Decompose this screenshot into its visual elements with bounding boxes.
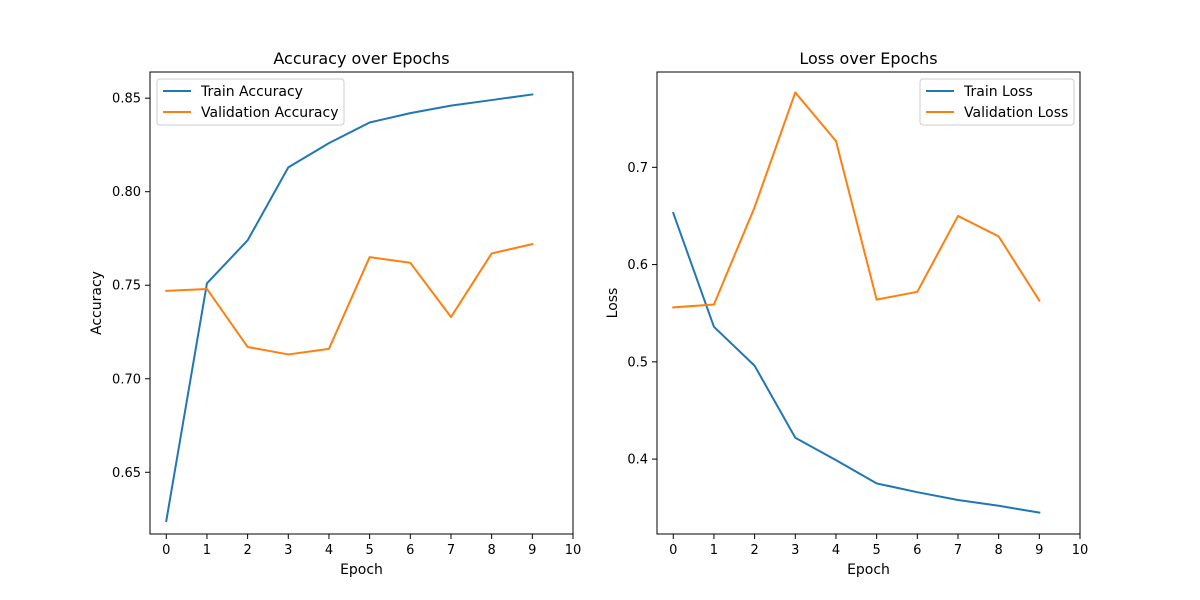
chart-title: Loss over Epochs (799, 49, 937, 68)
x-tick-label: 10 (565, 543, 582, 558)
x-tick-label: 7 (954, 543, 962, 558)
x-tick-label: 10 (1072, 543, 1089, 558)
series-line-0 (671, 211, 1041, 514)
y-tick-label: 0.5 (627, 355, 648, 370)
legend-label-0: Train Loss (963, 84, 1033, 100)
y-tick-label: 0.7 (627, 161, 648, 176)
series-line-0 (165, 93, 534, 523)
x-tick-label: 0 (669, 543, 677, 558)
series-line-1 (672, 91, 1041, 309)
x-tick-label: 7 (447, 543, 455, 558)
x-tick-label: 9 (528, 543, 536, 558)
y-tick-label: 0.65 (112, 466, 141, 481)
legend-label-1: Validation Loss (964, 105, 1068, 121)
x-tick-label: 3 (791, 543, 799, 558)
y-axis-label: Accuracy (89, 271, 105, 335)
x-tick-label: 5 (872, 543, 880, 558)
y-tick-label: 0.85 (112, 92, 141, 107)
legend-box (919, 78, 1075, 126)
x-tick-label: 4 (325, 543, 333, 558)
plot-frame (149, 71, 574, 535)
legend: Train Loss Validation Loss (919, 78, 1075, 126)
x-tick-label: 6 (406, 543, 414, 558)
x-axis-label: Epoch (340, 562, 383, 578)
accuracy-chart: Accuracy over Epochs Epoch Accuracy 0 1 2 3… (89, 49, 581, 578)
legend-box (156, 78, 345, 126)
y-tick-label: 0.6 (627, 258, 648, 273)
x-tick-label: 1 (203, 543, 211, 558)
x-tick-label: 2 (243, 543, 251, 558)
y-tick-label: 0.75 (112, 279, 141, 294)
legend-label-1: Validation Accuracy (201, 105, 339, 121)
x-tick-label: 8 (488, 543, 496, 558)
plot-frame (656, 71, 1081, 535)
x-tick-label: 8 (995, 543, 1003, 558)
x-tick-label: 9 (1035, 543, 1043, 558)
x-axis-label: Epoch (847, 562, 890, 578)
series-line-1 (165, 242, 534, 356)
y-tick-label: 0.70 (112, 372, 141, 387)
x-tick-label: 4 (832, 543, 840, 558)
x-tick-label: 6 (913, 543, 921, 558)
legend: Train Accuracy Validation Accuracy (156, 78, 345, 126)
legend-label-0: Train Accuracy (200, 84, 303, 100)
x-tick-label: 1 (710, 543, 718, 558)
x-tick-label: 0 (162, 543, 170, 558)
y-tick-label: 0.4 (627, 453, 648, 468)
y-axis-label: Loss (605, 288, 621, 319)
x-tick-label: 2 (750, 543, 758, 558)
x-tick-label: 5 (365, 543, 373, 558)
y-tick-label: 0.80 (112, 185, 141, 200)
loss-chart: Loss over Epochs Epoch Loss 0 1 2 3 4 5 6 7 8 9 10… (605, 49, 1088, 578)
chart-title: Accuracy over Epochs (273, 49, 449, 68)
x-tick-label: 3 (284, 543, 292, 558)
